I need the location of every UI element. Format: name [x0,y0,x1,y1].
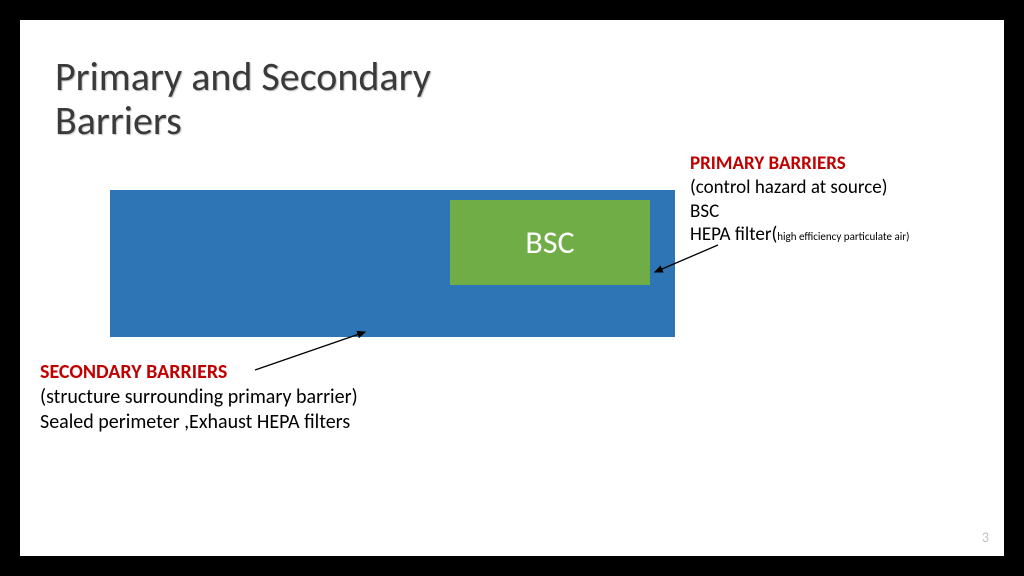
primary-barriers-text: PRIMARY BARRIERS (control hazard at sour… [690,152,909,247]
slide-canvas: Primary and Secondary Barriers BSC [20,20,1004,556]
secondary-line1: (structure surrounding primary barrier) [40,385,358,410]
secondary-heading: SECONDARY BARRIERS [40,360,358,385]
primary-heading: PRIMARY BARRIERS [690,152,909,176]
outer-frame: Primary and Secondary Barriers BSC [0,0,1024,576]
primary-line3-prefix: HEPA filter( [690,223,777,246]
page-number: 3 [982,529,989,546]
primary-line1: (control hazard at source) [690,176,909,200]
primary-line2: BSC [690,200,909,224]
secondary-arrow [20,20,1024,576]
secondary-line2: Sealed perimeter ,Exhaust HEPA filters [40,410,358,435]
secondary-barriers-text: SECONDARY BARRIERS (structure surroundin… [40,360,358,435]
primary-line3: HEPA filter(high efficiency particulate … [690,223,909,247]
primary-line3-small: high efficiency particulate air) [777,230,909,243]
